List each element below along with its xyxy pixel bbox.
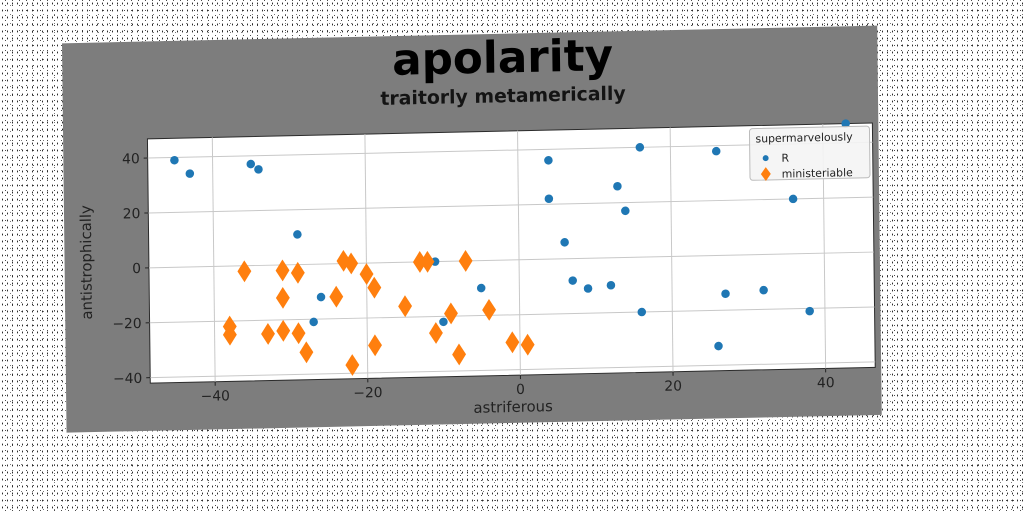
data-point-diamond [345,354,360,376]
x-tick-label: −20 [353,385,382,402]
grid-line-y [150,361,876,379]
data-point-circle [841,119,850,128]
data-point-circle [476,283,486,293]
series-R [170,119,850,351]
data-point-circle [254,165,263,174]
grid-line-y [149,306,875,324]
data-point-diamond [299,341,314,364]
data-point-circle [544,156,553,165]
data-point-diamond [482,298,497,321]
y-tick-label: 20 [123,206,141,222]
data-point-diamond [367,276,382,299]
data-point-circle [293,230,302,239]
data-point-diamond [412,251,427,273]
data-point-circle [637,307,647,317]
data-point-circle [309,317,318,327]
data-point-circle [560,238,569,247]
legend-label: R [781,152,789,165]
data-point-circle [788,194,798,204]
plot-area [146,122,876,384]
data-point-diamond [505,331,520,354]
data-point-diamond [344,252,359,275]
series-ministeriable [222,249,535,376]
legend-title: supermarvelously [755,130,853,145]
data-point-circle [185,169,195,178]
x-tick-label: 0 [516,382,525,398]
grid-line-x [517,130,521,376]
y-tick-label: −20 [112,316,141,333]
data-point-diamond [237,260,252,283]
y-axis-label: antistrophically [77,205,96,320]
legend-label: ministeriable [782,166,854,181]
data-point-diamond [359,263,374,286]
data-point-circle [711,146,721,156]
data-point-circle [613,181,622,191]
data-point-circle [759,285,768,295]
grid-line-y [148,251,874,269]
legend-swatch-diamond [760,167,771,181]
data-point-circle [621,206,630,216]
data-point-circle [170,155,179,165]
data-point-diamond [452,343,467,366]
data-point-diamond [420,250,435,273]
y-tick-label: 0 [132,261,141,277]
x-tick-label: 40 [817,375,835,391]
data-point-diamond [222,323,237,346]
data-point-diamond [291,322,306,345]
data-point-diamond [275,259,290,282]
legend-swatch-circle [762,155,769,162]
y-tick-label: 40 [122,151,140,167]
data-point-diamond [261,322,275,345]
x-axis-ticks: −40 −20 0 20 40 [201,368,835,405]
x-tick-label: 20 [664,378,682,394]
data-point-diamond [398,295,413,318]
data-point-circle [805,306,814,316]
y-axis-ticks: −40 −20 0 20 40 [112,151,151,388]
data-point-circle [721,289,730,299]
data-point-diamond [290,261,305,284]
data-point-circle [714,341,723,351]
data-point-diamond [520,333,535,356]
data-point-circle [606,280,616,290]
grid-line-x [211,137,216,382]
grid-line-y [148,196,874,214]
data-point-circle [568,276,577,285]
data-marks [170,119,850,376]
data-point-diamond [275,286,290,309]
grid-line-x [364,134,369,379]
data-point-diamond [329,285,344,308]
data-point-circle [246,159,256,169]
data-point-diamond [276,319,291,342]
data-point-circle [316,292,326,302]
data-point-diamond [444,302,458,325]
data-point-circle [439,317,448,327]
data-point-diamond [428,322,443,344]
y-tick-label: −40 [113,371,142,388]
legend-box [748,125,871,181]
data-point-circle [635,143,645,152]
data-point-diamond [458,250,473,272]
data-point-circle [544,194,554,204]
chart-title: apolarity [392,30,613,86]
grid-line-x [669,127,674,372]
x-tick-label: −40 [201,388,230,405]
data-point-diamond [368,334,382,357]
x-axis-label: astriferous [473,397,553,417]
data-point-circle [583,284,593,293]
